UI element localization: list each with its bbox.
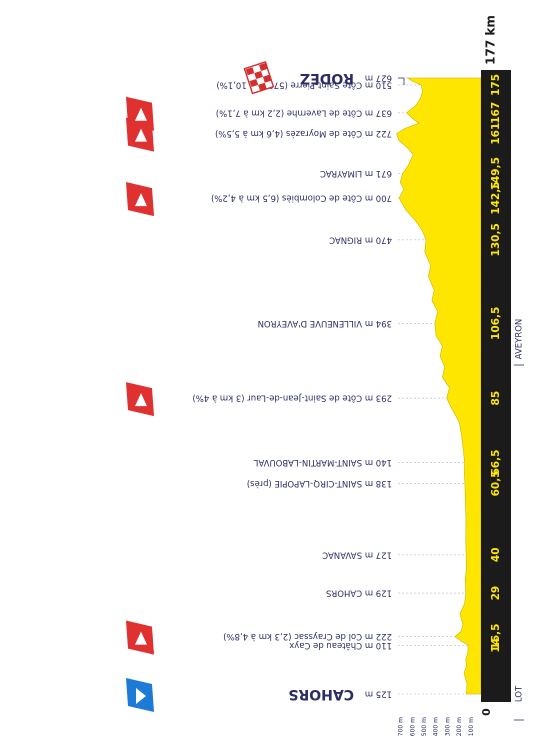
waypoint-label: 470 m RIGNAC bbox=[329, 234, 392, 244]
km-label: 130,5 bbox=[490, 223, 502, 256]
region-label: AVEYRON bbox=[515, 319, 525, 360]
km-label: 85 bbox=[490, 391, 502, 406]
altitude-tick-label: 200 m bbox=[456, 717, 463, 736]
flag-mountain bbox=[135, 128, 147, 142]
waypoint-name: RODEZ bbox=[300, 70, 354, 86]
waypoint-label: 129 m CAHORS bbox=[326, 588, 392, 598]
waypoint-label: 637 m Côte de Lavernhe (2,2 km à 7,1%) bbox=[216, 107, 392, 118]
waypoint-label: 293 m Côte de Saint-Jean-de-Laur (3 km à… bbox=[192, 393, 392, 404]
waypoint-altitude: 627 m bbox=[365, 73, 392, 83]
profile-area bbox=[396, 77, 482, 695]
climb-flag-icon bbox=[126, 382, 154, 417]
finish-flag-check bbox=[249, 78, 259, 88]
waypoint-label: 140 m SAINT-MARTIN-LABOUVAL bbox=[253, 457, 392, 467]
km-label: 14 bbox=[490, 638, 502, 653]
waypoint-altitude: 125 m bbox=[365, 689, 392, 699]
km-label: 16,5 bbox=[490, 624, 502, 650]
altitude-tick-label: 600 m bbox=[409, 717, 416, 736]
waypoint-name: CAHORS bbox=[288, 686, 354, 702]
altitude-tick-label: 400 m bbox=[433, 717, 440, 736]
waypoint-start bbox=[126, 678, 154, 712]
km-label: 60,5 bbox=[490, 470, 502, 496]
finish-flag-check bbox=[258, 82, 267, 91]
waypoint-label: 127 m SAVANAC bbox=[322, 549, 392, 559]
waypoint-finish bbox=[243, 61, 275, 95]
km-label: 175 bbox=[490, 74, 502, 96]
zero-km-label: 0 bbox=[480, 708, 493, 716]
climb-flag-icon bbox=[126, 620, 154, 655]
climb-flag-icon bbox=[126, 96, 154, 131]
finish-flag-check bbox=[254, 70, 263, 79]
waypoint-climb bbox=[126, 182, 154, 217]
waypoint-label: 138 m SAINT-CIRQ-LAPOPIE (près) bbox=[247, 478, 392, 489]
km-label: 40 bbox=[490, 547, 502, 562]
flag-mountain bbox=[135, 631, 147, 645]
finish-flag-check bbox=[262, 74, 272, 83]
flag-mountain bbox=[135, 393, 147, 407]
climb-flag-icon bbox=[126, 182, 154, 217]
region-label: LOT bbox=[515, 685, 525, 702]
km-label: 149,5 bbox=[490, 157, 502, 190]
distance-bar bbox=[481, 70, 511, 702]
flag-mountain bbox=[135, 107, 147, 121]
km-label: 106,5 bbox=[490, 307, 502, 340]
flag-mountain bbox=[135, 193, 147, 207]
km-label: 167 bbox=[490, 102, 502, 124]
waypoint-climb bbox=[126, 382, 154, 417]
waypoint-label: 722 m Côte de Moyrazès (4,6 km à 5,5%) bbox=[215, 128, 392, 139]
total-distance-label: 177 km bbox=[484, 15, 498, 65]
altitude-tick-label: 700 m bbox=[398, 717, 405, 736]
altitude-tick-label: 100 m bbox=[468, 717, 475, 736]
waypoint-climb bbox=[126, 620, 154, 655]
finish-flag-icon bbox=[243, 61, 275, 95]
waypoint-label: 394 m VILLENEUVE D'AVEYRON bbox=[258, 318, 392, 328]
km-label: 142,5 bbox=[490, 181, 502, 214]
altitude-tick-label: 300 m bbox=[444, 717, 451, 736]
altitude-tick-label: 500 m bbox=[421, 717, 428, 736]
waypoint-label: 510 m Côte Saint-Pierre (570 m à 10,1%) bbox=[216, 79, 392, 90]
waypoint-label: 700 m Côte de Colombiès (6,5 km à 4,2%) bbox=[211, 193, 392, 204]
waypoint-label: 222 m Col de Crayssac (2,3 km à 4,8%) bbox=[223, 631, 392, 641]
finish-flag-check bbox=[245, 67, 255, 76]
km-label: 161 bbox=[490, 123, 502, 145]
start-flag-icon bbox=[126, 678, 154, 712]
km-label: 29 bbox=[490, 586, 502, 601]
flag-arrow bbox=[136, 688, 146, 704]
finish-flag-check bbox=[259, 62, 268, 71]
waypoint-climb bbox=[126, 96, 154, 131]
waypoint-label: 671 m LIMAYRAC bbox=[320, 168, 392, 178]
waypoint-label: 110 m Château de Cayx bbox=[289, 640, 392, 650]
km-label: 66,5 bbox=[490, 450, 502, 476]
finish-bracket bbox=[398, 77, 405, 85]
